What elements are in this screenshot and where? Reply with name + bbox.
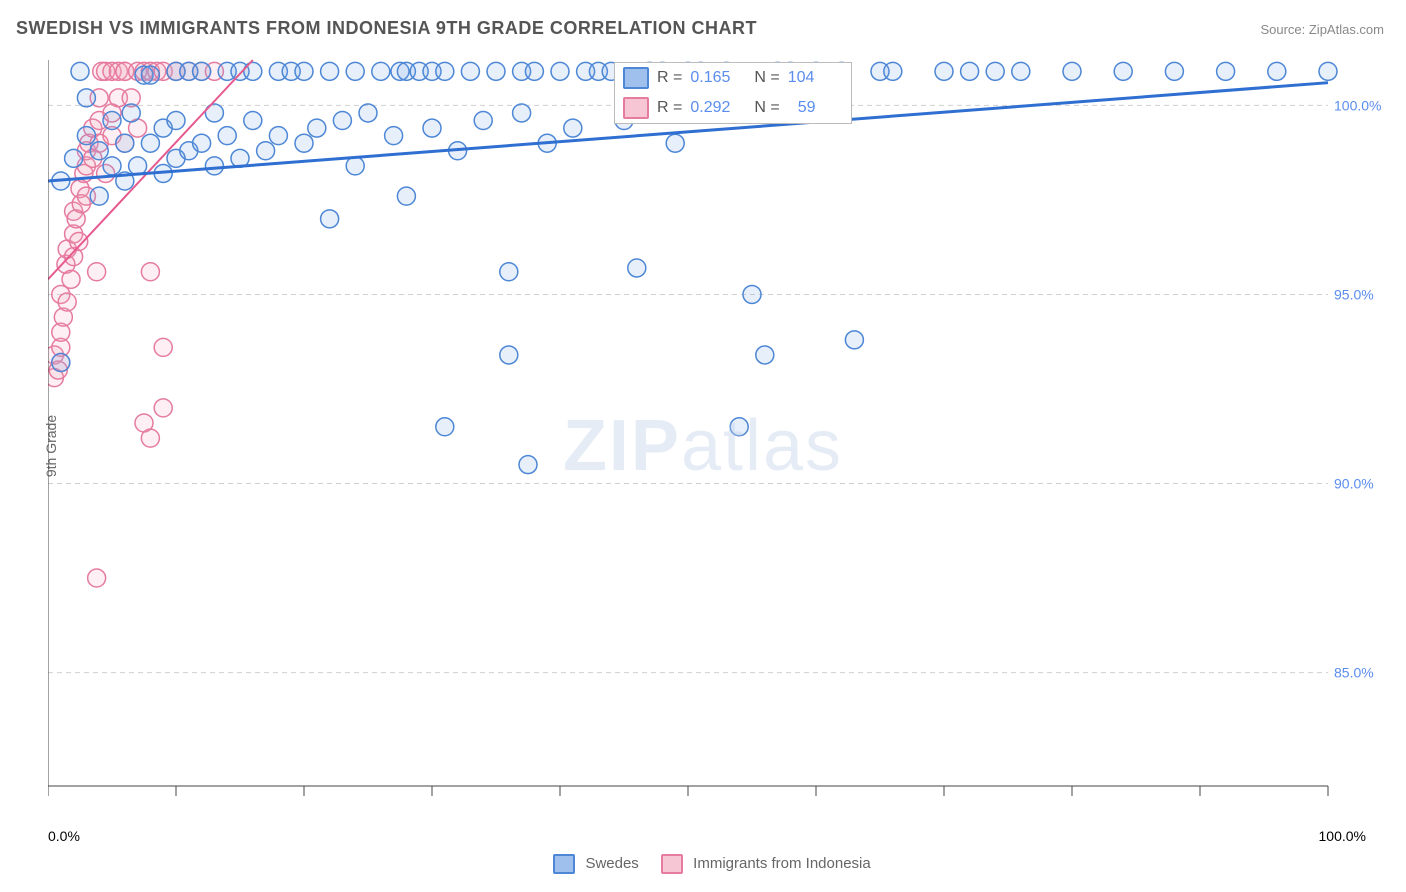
legend-label-swedes: Swedes: [585, 855, 638, 872]
scatter-plot: 85.0% 90.0% 95.0% 100.0%: [48, 52, 1384, 842]
x-tick-right: 100.0%: [1319, 828, 1366, 844]
swatch-pink: [623, 97, 649, 119]
svg-text:100.0%: 100.0%: [1334, 97, 1381, 113]
source-link[interactable]: ZipAtlas.com: [1309, 22, 1384, 37]
legend-label-immigrants: Immigrants from Indonesia: [693, 855, 871, 872]
svg-text:85.0%: 85.0%: [1334, 665, 1374, 681]
swatch-pink: [661, 854, 683, 874]
x-tick-left: 0.0%: [48, 828, 80, 844]
stats-row-immigrants: R = 0.292 N = 59: [615, 93, 851, 123]
source-attribution: Source: ZipAtlas.com: [1260, 22, 1384, 37]
svg-text:90.0%: 90.0%: [1334, 476, 1374, 492]
chart-container: { "title":"SWEDISH VS IMMIGRANTS FROM IN…: [0, 0, 1406, 892]
svg-text:95.0%: 95.0%: [1334, 286, 1374, 302]
swatch-blue: [623, 67, 649, 89]
series-legend: Swedes Immigrants from Indonesia: [0, 854, 1406, 874]
stats-row-swedes: R = 0.165 N = 104: [615, 63, 851, 93]
stats-legend-box: R = 0.165 N = 104 R = 0.292 N = 59: [614, 62, 852, 124]
chart-title: SWEDISH VS IMMIGRANTS FROM INDONESIA 9TH…: [16, 18, 757, 39]
swatch-blue: [553, 854, 575, 874]
